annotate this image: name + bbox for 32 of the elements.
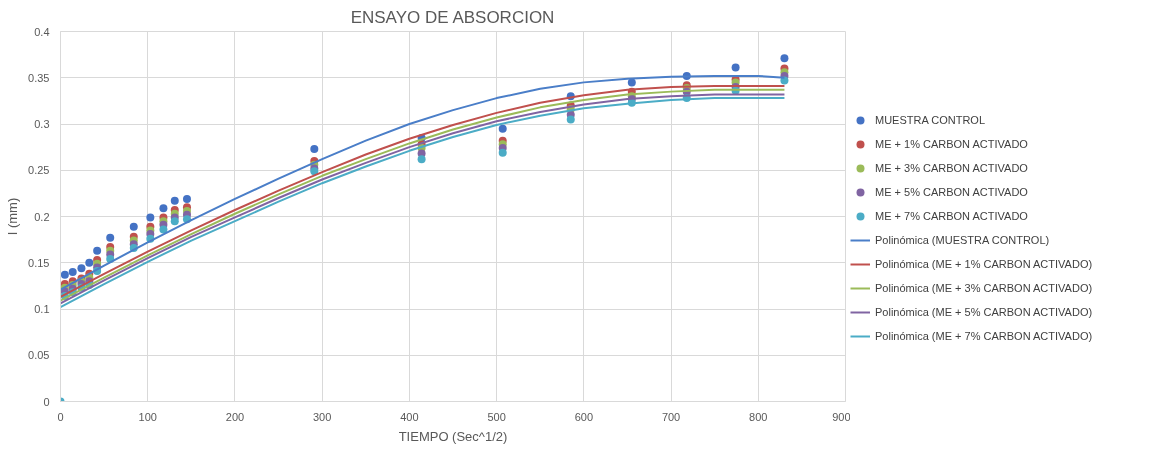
x-tick-label: 200 [225, 410, 245, 423]
legend-label: Polinómica (ME + 1% CARBON ACTIVADO) [875, 258, 1093, 270]
legend-label: ME + 3% CARBON ACTIVADO [875, 162, 1028, 174]
legend-label: Polinómica (ME + 7% CARBON ACTIVADO) [875, 330, 1093, 342]
x-tick-label: 700 [661, 410, 681, 423]
x-axis-title: TIEMPO (Sec^1/2) [398, 428, 508, 444]
x-tick-label: 600 [574, 410, 594, 423]
x-tick-label: 400 [400, 410, 419, 423]
legend-label: Polinómica (ME + 5% CARBON ACTIVADO) [875, 306, 1093, 318]
y-tick-label: 0 [43, 395, 50, 408]
x-tick-label: 800 [749, 410, 768, 423]
x-tick-label: 300 [312, 410, 332, 423]
y-tick-label: 0.4 [34, 25, 50, 38]
x-tick-label: 900 [832, 410, 851, 423]
legend-label: ME + 1% CARBON ACTIVADO [875, 138, 1028, 150]
legend-label: ME + 5% CARBON ACTIVADO [875, 186, 1028, 198]
y-tick-label: 0.15 [28, 256, 50, 269]
y-tick-label: 0.1 [34, 303, 50, 315]
x-tick-label: 0 [57, 410, 64, 423]
y-tick-label: 0.2 [34, 210, 50, 223]
y-tick-label: 0.3 [34, 118, 50, 130]
legend-label: Polinómica (MUESTRA CONTROL) [875, 234, 1050, 246]
legend-label: Polinómica (ME + 3% CARBON ACTIVADO) [875, 282, 1093, 294]
chart-title: ENSAYO DE ABSORCION [350, 7, 555, 27]
y-axis-title: I (mm) [5, 197, 21, 236]
legend-label: ME + 7% CARBON ACTIVADO [875, 210, 1028, 222]
y-tick-label: 0.05 [28, 349, 50, 362]
legend-label: MUESTRA CONTROL [875, 114, 986, 126]
y-tick-label: 0.35 [28, 71, 50, 84]
x-tick-label: 500 [487, 410, 506, 423]
x-tick-label: 100 [138, 410, 157, 423]
y-tick-label: 0.25 [28, 164, 50, 177]
